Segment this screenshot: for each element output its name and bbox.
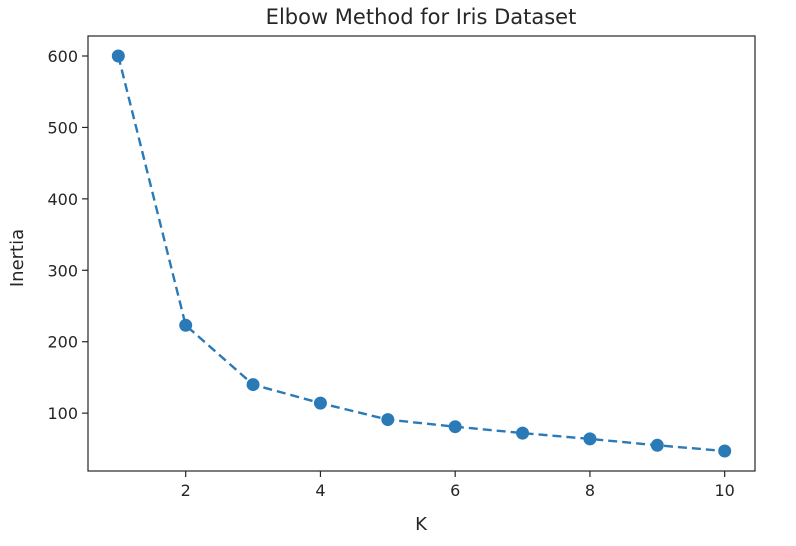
y-tick-label: 500 bbox=[47, 118, 78, 137]
data-point bbox=[381, 413, 395, 427]
chart-title: Elbow Method for Iris Dataset bbox=[266, 5, 577, 29]
data-point bbox=[583, 432, 597, 446]
x-tick-label: 4 bbox=[315, 481, 325, 500]
plot-frame bbox=[87, 35, 756, 472]
x-axis-title: K bbox=[415, 514, 428, 535]
y-tick-label: 600 bbox=[47, 47, 78, 66]
data-point bbox=[179, 318, 193, 332]
y-tick-label: 300 bbox=[47, 261, 78, 280]
data-point bbox=[313, 396, 327, 410]
data-point bbox=[650, 438, 664, 452]
x-tick-label: 2 bbox=[181, 481, 191, 500]
data-point bbox=[718, 444, 732, 458]
x-tick-label: 6 bbox=[450, 481, 460, 500]
y-axis-title: Inertia bbox=[7, 229, 28, 287]
y-tick-label: 100 bbox=[47, 404, 78, 423]
x-tick-label: 8 bbox=[585, 481, 595, 500]
x-tick-label: 10 bbox=[715, 481, 735, 500]
x-axis: 2 4 6 8 10 bbox=[181, 471, 735, 500]
y-tick-label: 200 bbox=[47, 333, 78, 352]
data-point bbox=[111, 49, 125, 63]
y-axis: 100 200 300 400 500 600 bbox=[47, 47, 88, 423]
y-tick-label: 400 bbox=[47, 190, 78, 209]
data-point bbox=[246, 378, 260, 392]
series-layer bbox=[111, 49, 732, 458]
data-point bbox=[448, 420, 462, 434]
data-point bbox=[516, 426, 530, 440]
series-line bbox=[117, 55, 725, 453]
